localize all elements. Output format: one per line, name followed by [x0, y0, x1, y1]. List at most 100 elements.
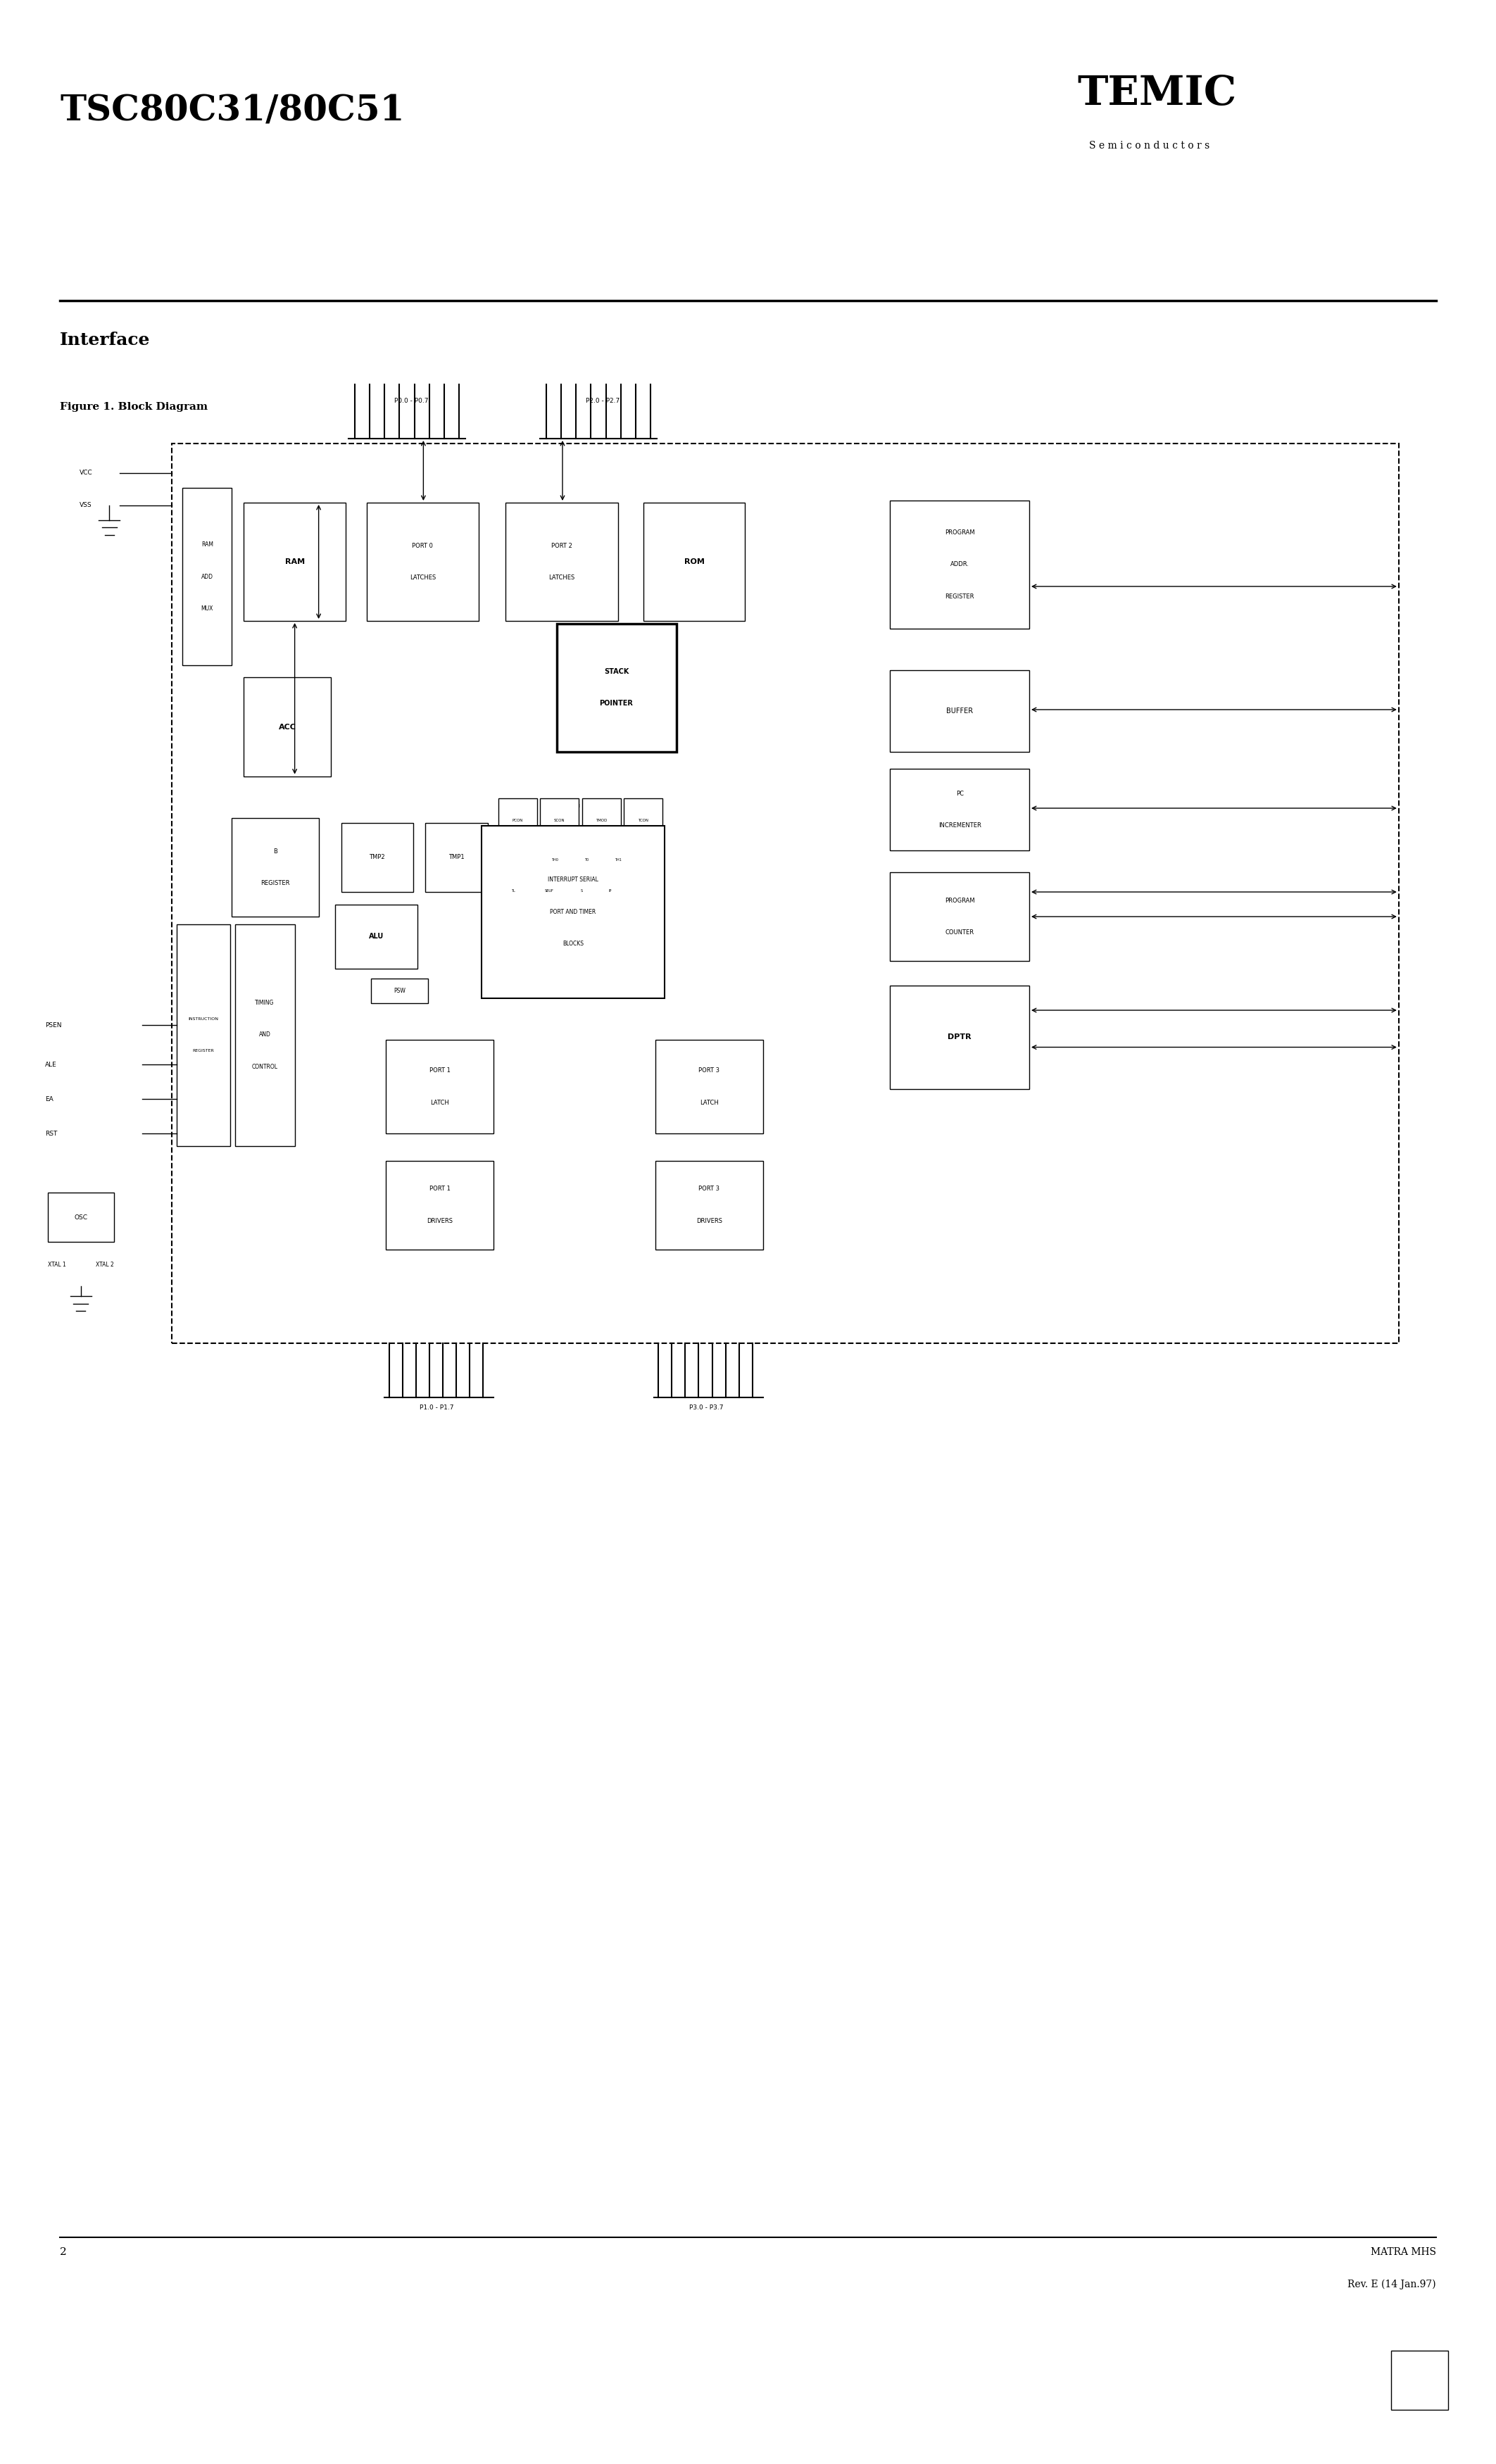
Text: PC: PC — [956, 791, 963, 796]
Bar — [540, 845, 570, 875]
Bar — [425, 823, 488, 892]
Text: MATRA MHS: MATRA MHS — [1370, 2247, 1436, 2257]
Bar — [603, 845, 633, 875]
Text: POINTER: POINTER — [600, 700, 633, 707]
Text: TMP2: TMP2 — [370, 855, 384, 860]
Text: MUX: MUX — [200, 606, 214, 611]
Text: S e m i c o n d u c t o r s: S e m i c o n d u c t o r s — [1089, 140, 1210, 150]
Text: ADDR.: ADDR. — [950, 562, 969, 567]
Text: PCON: PCON — [512, 818, 524, 823]
Bar — [582, 798, 621, 843]
Text: XTAL 1: XTAL 1 — [48, 1262, 66, 1269]
Bar — [890, 500, 1029, 628]
Text: REGISTER: REGISTER — [260, 880, 290, 887]
Text: INTERRUPT SERIAL: INTERRUPT SERIAL — [548, 877, 598, 882]
Text: RAM: RAM — [200, 542, 214, 547]
Text: TRCON: TRCON — [562, 803, 580, 808]
Text: VCC: VCC — [79, 471, 93, 476]
Bar — [498, 875, 528, 907]
Text: P2.0 - P2.7: P2.0 - P2.7 — [586, 397, 619, 404]
Bar — [232, 818, 319, 917]
Text: AND: AND — [259, 1032, 271, 1037]
Bar — [244, 678, 331, 776]
Bar — [244, 503, 346, 621]
Text: BLOCKS: BLOCKS — [562, 941, 583, 946]
Text: BUFFER: BUFFER — [947, 707, 972, 715]
Text: TL: TL — [512, 890, 515, 892]
Bar — [172, 444, 1399, 1343]
Text: P1.0 - P1.7: P1.0 - P1.7 — [420, 1404, 453, 1412]
Bar — [482, 825, 664, 998]
Bar — [624, 798, 663, 843]
Bar — [183, 488, 232, 665]
Bar — [890, 769, 1029, 850]
Bar — [540, 798, 579, 843]
Text: LATCHES: LATCHES — [549, 574, 574, 582]
Bar — [386, 1040, 494, 1133]
Text: PSW: PSW — [393, 988, 405, 993]
Text: PORT AND TIMER: PORT AND TIMER — [551, 909, 595, 914]
Bar — [655, 1161, 763, 1249]
Text: RAM: RAM — [284, 559, 305, 564]
Text: XTAL 2: XTAL 2 — [96, 1262, 114, 1269]
Text: INSTRUCTION: INSTRUCTION — [188, 1018, 218, 1020]
Text: TCON: TCON — [637, 818, 649, 823]
Bar — [570, 875, 594, 907]
Text: CONTROL: CONTROL — [251, 1064, 278, 1069]
Bar — [506, 503, 618, 621]
Bar — [573, 845, 600, 875]
Bar — [371, 978, 428, 1003]
Text: IP: IP — [609, 890, 612, 892]
Text: T0: T0 — [585, 857, 588, 862]
Text: TEMIC: TEMIC — [1077, 74, 1236, 113]
Text: LATCH: LATCH — [700, 1099, 718, 1106]
Bar — [531, 875, 567, 907]
Text: STACK: STACK — [604, 668, 628, 675]
Text: Rev. E (14 Jan.97): Rev. E (14 Jan.97) — [1348, 2279, 1436, 2289]
Bar — [341, 823, 413, 892]
Text: PORT 0: PORT 0 — [411, 542, 434, 549]
Text: ACC: ACC — [278, 724, 296, 729]
Text: PROGRAM: PROGRAM — [944, 530, 975, 535]
Text: PORT 3: PORT 3 — [699, 1185, 720, 1193]
Text: LATCHES: LATCHES — [410, 574, 435, 582]
Bar — [890, 986, 1029, 1089]
Bar — [597, 875, 624, 907]
Text: TH0: TH0 — [552, 857, 558, 862]
Text: SBUF: SBUF — [545, 890, 554, 892]
Bar — [48, 1193, 114, 1242]
Bar — [498, 798, 537, 843]
Text: DRIVERS: DRIVERS — [696, 1217, 723, 1225]
Bar — [890, 670, 1029, 752]
Text: DPTR: DPTR — [948, 1035, 971, 1040]
Bar — [177, 924, 230, 1146]
Text: TIMING: TIMING — [256, 1000, 274, 1005]
Text: 2: 2 — [60, 2247, 67, 2257]
Text: ALE: ALE — [45, 1062, 57, 1067]
Text: PORT 3: PORT 3 — [699, 1067, 720, 1074]
Text: S: S — [580, 890, 583, 892]
Bar — [386, 1161, 494, 1249]
Text: P3.0 - P3.7: P3.0 - P3.7 — [690, 1404, 723, 1412]
Text: PROGRAM: PROGRAM — [944, 897, 975, 904]
Text: LATCH: LATCH — [431, 1099, 449, 1106]
Text: INCREMENTER: INCREMENTER — [938, 823, 981, 828]
Bar — [643, 503, 745, 621]
Bar — [235, 924, 295, 1146]
Text: PORT 2: PORT 2 — [551, 542, 573, 549]
Bar — [335, 904, 417, 968]
Bar — [890, 872, 1029, 961]
Text: P0.0 - P0.7: P0.0 - P0.7 — [395, 397, 428, 404]
Text: Figure 1. Block Diagram: Figure 1. Block Diagram — [60, 402, 208, 411]
Text: PORT 1: PORT 1 — [429, 1185, 450, 1193]
Bar — [655, 1040, 763, 1133]
Text: ROM: ROM — [684, 559, 705, 564]
Text: Interface: Interface — [60, 333, 150, 347]
Text: VSS: VSS — [79, 503, 91, 508]
Text: TMP1: TMP1 — [449, 855, 464, 860]
Text: B: B — [274, 848, 277, 855]
Text: ALU: ALU — [368, 934, 383, 939]
Text: DRIVERS: DRIVERS — [426, 1217, 453, 1225]
Text: TMOD: TMOD — [595, 818, 607, 823]
Text: REGISTER: REGISTER — [945, 594, 974, 599]
